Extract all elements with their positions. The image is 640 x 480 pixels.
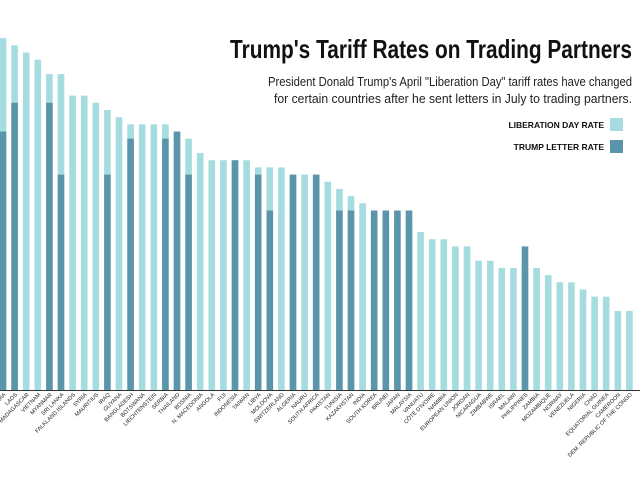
bar	[440, 239, 448, 390]
bar	[533, 267, 540, 390]
bar	[428, 239, 436, 390]
bar	[173, 131, 181, 390]
legend-label: TRUMP LETTER RATE	[514, 142, 605, 152]
bar	[127, 138, 134, 390]
bar	[324, 181, 332, 390]
bar	[92, 102, 100, 391]
bar	[69, 95, 76, 391]
bar	[208, 160, 216, 390]
bar	[591, 296, 598, 390]
legend-swatch	[610, 140, 623, 153]
bar	[602, 296, 610, 390]
bar	[22, 52, 30, 390]
bar	[104, 174, 111, 390]
bar	[0, 131, 7, 390]
bar	[185, 174, 192, 390]
bar	[254, 174, 262, 390]
bar	[347, 210, 355, 390]
bar	[231, 160, 239, 390]
bar	[11, 102, 18, 391]
bar	[614, 311, 622, 390]
bar	[196, 153, 204, 390]
bar	[46, 102, 53, 391]
bar	[544, 275, 552, 390]
bar	[394, 210, 401, 390]
bar	[382, 210, 390, 390]
chart-title: Trump's Tariff Rates on Trading Partners	[230, 34, 632, 64]
bar	[486, 260, 494, 390]
bar	[359, 203, 366, 390]
bar	[266, 210, 274, 390]
bar	[510, 267, 517, 390]
legend-swatch	[610, 118, 623, 131]
bar	[80, 95, 88, 391]
bar	[417, 232, 424, 390]
bar	[626, 311, 633, 390]
bar	[138, 124, 146, 390]
bar	[278, 167, 285, 390]
bar	[521, 246, 529, 390]
bar	[34, 59, 42, 390]
bar	[243, 160, 250, 390]
bar	[301, 174, 308, 390]
bar	[463, 246, 471, 390]
bar	[579, 289, 587, 390]
chart-subtitle: for certain countries after he sent lett…	[274, 92, 632, 106]
bar	[162, 138, 169, 390]
chart-subtitle: President Donald Trump's April "Liberati…	[268, 75, 632, 89]
bar	[289, 174, 297, 390]
bar	[220, 160, 227, 390]
bar	[312, 174, 320, 390]
bar	[475, 260, 482, 390]
bar	[115, 117, 123, 390]
bar	[57, 174, 65, 390]
bar	[556, 282, 564, 390]
bar	[336, 210, 343, 390]
bar	[405, 210, 413, 390]
bar	[370, 210, 378, 390]
bar	[568, 282, 575, 390]
bar	[452, 246, 459, 390]
bar	[150, 124, 158, 390]
bar	[498, 267, 506, 390]
legend-label: LIBERATION DAY RATE	[508, 120, 604, 130]
x-tick-label: FIJI	[217, 392, 228, 403]
